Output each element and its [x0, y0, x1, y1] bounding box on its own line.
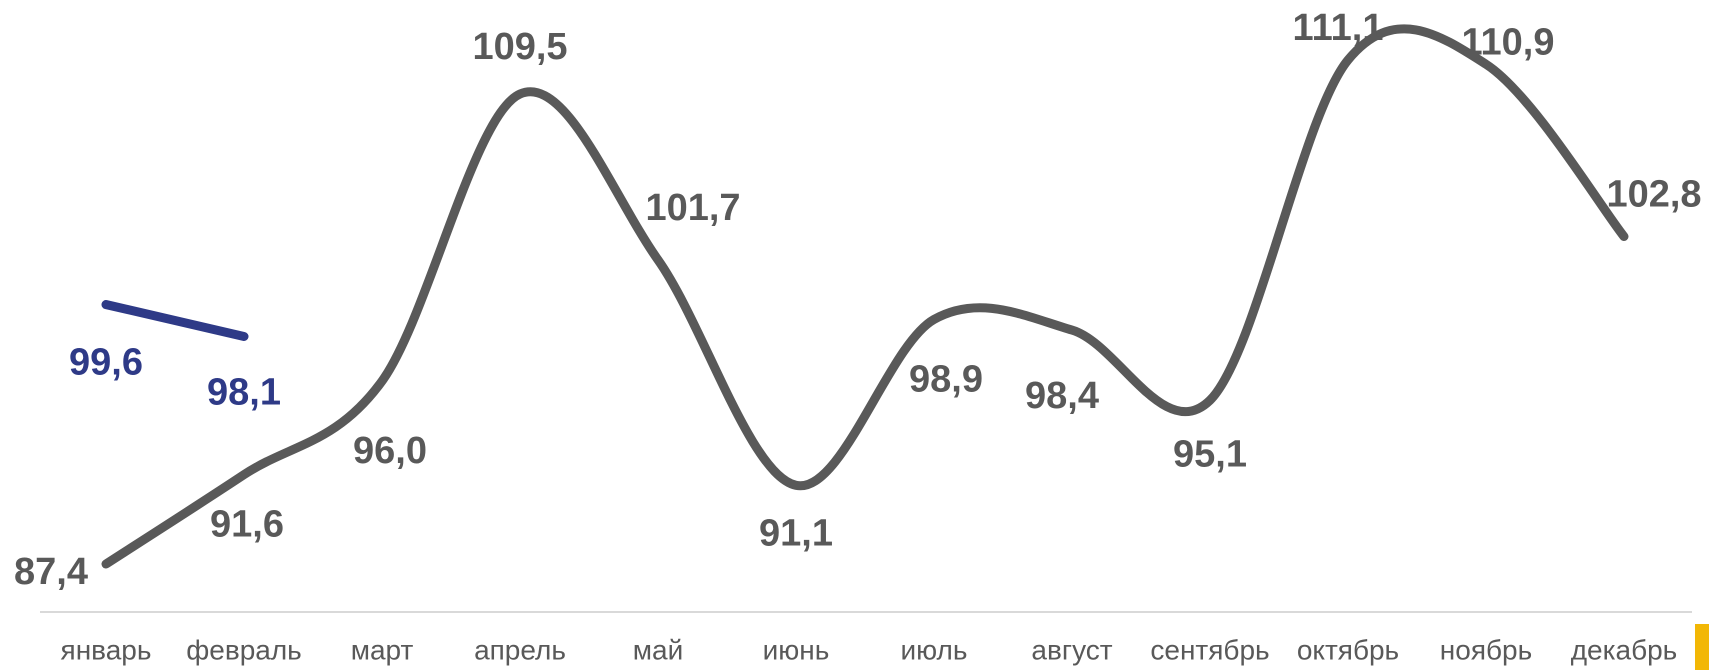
x-tick-label: февраль: [186, 634, 302, 665]
corner-mark: [1695, 624, 1709, 670]
x-tick-label: декабрь: [1571, 634, 1678, 665]
x-tick-label: апрель: [474, 634, 566, 665]
data-line: [101, 24, 1629, 569]
data-label: 109,5: [472, 26, 567, 68]
data-label: 102,8: [1606, 174, 1701, 216]
data-label: 95,1: [1173, 433, 1247, 475]
data-label: 110,9: [1462, 21, 1555, 63]
x-tick-label: март: [351, 634, 414, 665]
x-tick-label: январь: [61, 634, 152, 665]
x-tick-label: сентябрь: [1150, 634, 1269, 665]
x-tick-label: ноябрь: [1440, 634, 1532, 665]
data-label: 111,1: [1293, 7, 1384, 49]
x-tick-label: октябрь: [1297, 634, 1399, 665]
data-label: 91,6: [210, 504, 284, 546]
data-label: 98,9: [909, 358, 983, 400]
data-label: 91,1: [759, 512, 833, 554]
data-label: 96,0: [353, 430, 427, 472]
data-label: 98,4: [1025, 375, 1099, 417]
x-tick-label: июль: [901, 634, 968, 665]
x-tick-label: май: [633, 634, 683, 665]
data-label: 101,7: [645, 187, 740, 229]
data-line: [101, 300, 249, 341]
data-label: 99,6: [69, 342, 143, 384]
x-tick-label: август: [1031, 634, 1112, 665]
data-label: 98,1: [207, 371, 281, 413]
data-label: 87,4: [14, 551, 88, 593]
x-tick-label: июнь: [763, 634, 830, 665]
